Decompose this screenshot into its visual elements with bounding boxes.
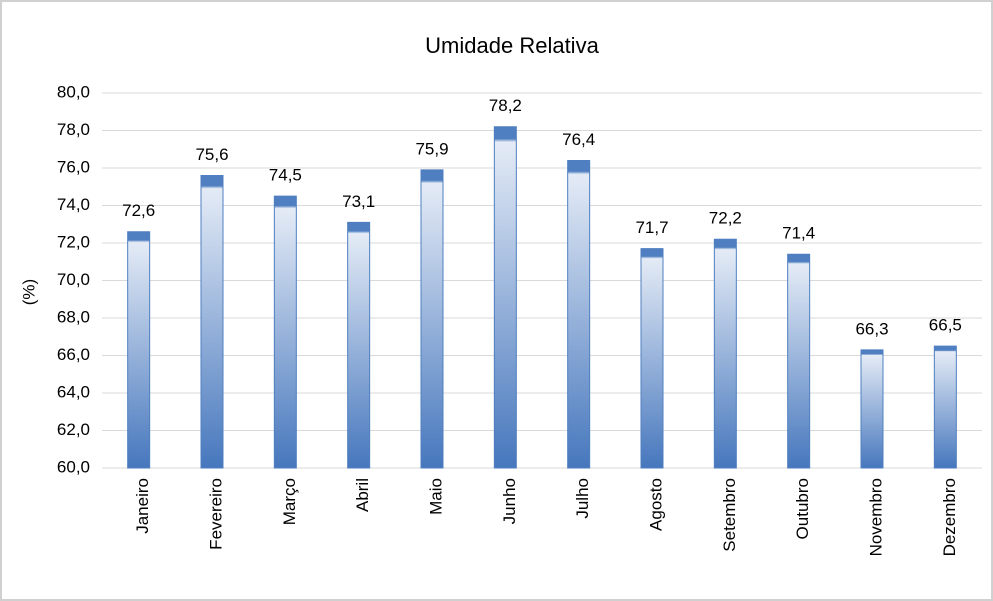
bar (200, 175, 224, 469)
value-label: 71,7 (635, 218, 668, 237)
value-label: 66,5 (929, 316, 962, 335)
bar (713, 238, 737, 469)
x-tick-label: Fevereiro (206, 478, 225, 550)
x-tick-label: Março (280, 478, 299, 525)
value-label: 72,6 (122, 201, 155, 220)
value-label: 76,4 (562, 130, 595, 149)
bar (787, 253, 811, 469)
y-axis-label: (%) (19, 279, 38, 305)
value-label: 72,2 (709, 209, 742, 228)
x-tick-label: Maio (426, 478, 445, 515)
value-label: 78,2 (489, 96, 522, 115)
bar (860, 349, 884, 469)
x-tick-label: Abril (353, 478, 372, 512)
x-tick-label: Junho (500, 478, 519, 524)
y-tick-label: 72,0 (57, 232, 90, 251)
y-tick-label: 62,0 (57, 420, 90, 439)
bar (640, 248, 664, 469)
y-tick-label: 68,0 (57, 307, 90, 326)
x-tick-label: Setembro (720, 478, 739, 552)
bar (127, 231, 151, 469)
y-tick-label: 70,0 (57, 270, 90, 289)
chart-title: Umidade Relativa (425, 33, 599, 58)
y-tick-label: 80,0 (57, 82, 90, 101)
bar (420, 169, 444, 469)
bar (273, 195, 297, 469)
x-tick-label: Novembro (866, 478, 885, 556)
value-label: 66,3 (855, 319, 888, 338)
x-tick-label: Dezembro (940, 478, 959, 556)
y-tick-label: 74,0 (57, 195, 90, 214)
value-label: 75,6 (195, 145, 228, 164)
bar (347, 221, 371, 469)
value-label: 74,5 (269, 166, 302, 185)
value-label: 75,9 (415, 139, 448, 158)
bar (493, 126, 517, 469)
x-tick-label: Janeiro (133, 478, 152, 534)
y-tick-label: 60,0 (57, 457, 90, 476)
x-tick-label: Agosto (646, 478, 665, 531)
bar (933, 345, 957, 469)
value-label: 73,1 (342, 192, 375, 211)
x-tick-label: Outubro (793, 478, 812, 539)
value-label: 71,4 (782, 224, 815, 243)
x-tick-label: Julho (573, 478, 592, 519)
y-tick-label: 66,0 (57, 345, 90, 364)
y-tick-label: 64,0 (57, 382, 90, 401)
bar (567, 160, 591, 469)
y-tick-label: 76,0 (57, 157, 90, 176)
y-tick-label: 78,0 (57, 120, 90, 139)
